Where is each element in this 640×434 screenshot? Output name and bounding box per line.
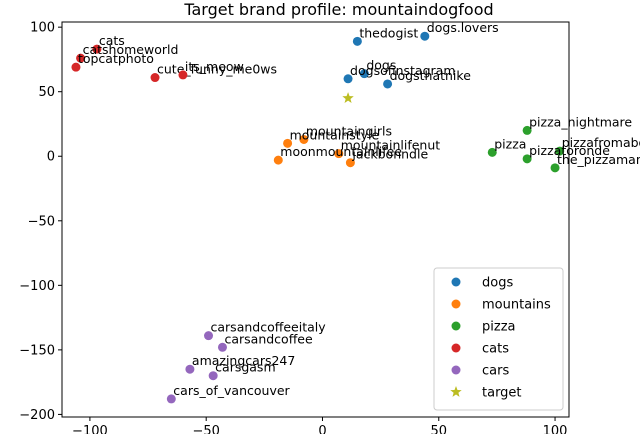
point-label: pizza_nightmare xyxy=(529,114,632,129)
dogs-point xyxy=(343,74,353,84)
point-label: topcatphoto xyxy=(78,51,154,66)
x-tick-label: 0 xyxy=(318,424,326,434)
point-label: dogs xyxy=(366,58,396,73)
x-tick-label: 100 xyxy=(543,424,568,434)
legend-label: cats xyxy=(482,342,509,357)
chart-title: Target brand profile: mountaindogfood xyxy=(183,0,493,19)
mountains-point xyxy=(334,149,344,159)
legend-label: mountains xyxy=(482,298,551,313)
cats-point xyxy=(150,73,160,83)
point-label: mountainstyle xyxy=(290,127,380,142)
y-tick-label: 0 xyxy=(47,150,55,165)
point-label: pizzatoronde xyxy=(529,143,610,158)
target-point xyxy=(342,92,354,104)
axes-frame xyxy=(61,21,570,418)
point-label: dogs.lovers xyxy=(427,20,499,35)
point-label: carsandcoffeeitaly xyxy=(211,320,327,335)
legend-label: dogs xyxy=(482,276,513,291)
legend: dogs mountains pizza cats cars target xyxy=(433,267,564,411)
x-tick-label: 50 xyxy=(430,424,447,434)
y-tick-label: −200 xyxy=(19,408,55,423)
point-label: catshomeworld xyxy=(83,42,179,57)
point-label: mountainlifenut xyxy=(341,138,441,153)
point-label: pizza xyxy=(494,136,526,151)
legend-marker xyxy=(451,299,461,309)
pizza-point xyxy=(522,154,532,164)
point-label: its_meow xyxy=(185,59,244,74)
x-tick-label: −100 xyxy=(72,424,108,434)
legend-marker xyxy=(451,343,461,353)
point-label: cute_funny_me0ws xyxy=(157,62,277,77)
dogs-point xyxy=(359,69,369,79)
point-label: dogsthatnike xyxy=(390,68,472,83)
point-label: cats xyxy=(99,33,125,48)
point-label: moonmountainlifee xyxy=(280,144,402,159)
point-label: mountaingirls xyxy=(306,123,392,138)
dogs-point xyxy=(383,79,393,89)
legend-marker xyxy=(450,386,462,397)
point-label: cars_of_vancouver xyxy=(173,383,290,398)
y-tick-label: −50 xyxy=(28,214,55,229)
mountains-point xyxy=(345,158,355,168)
point-label: jackbonndle xyxy=(351,147,428,162)
cars-point xyxy=(204,331,214,341)
cars-point xyxy=(185,364,195,374)
legend-marker xyxy=(451,365,461,375)
dogs-point xyxy=(420,31,430,41)
point-label: carsgasm xyxy=(215,360,275,375)
legend-box xyxy=(433,267,564,411)
cats-point xyxy=(76,53,86,63)
cats-point xyxy=(92,44,102,54)
cars-point xyxy=(166,394,176,404)
cars-point xyxy=(208,371,218,381)
legend-marker xyxy=(451,277,461,287)
point-label: dogsofinstagram xyxy=(350,63,455,78)
plot-area: thedogist dogs.loversdogsdogsofinstagramd… xyxy=(71,20,640,404)
point-label: amazingcars247 xyxy=(192,353,295,368)
legend-label: target xyxy=(482,386,522,401)
cats-point xyxy=(178,70,188,80)
pizza-point xyxy=(522,125,532,135)
point-label: pizzafromabove xyxy=(562,135,640,150)
x-tick-label: −50 xyxy=(192,424,219,434)
legend-label: pizza xyxy=(482,320,515,335)
dogs-point xyxy=(352,36,362,46)
legend-label: cars xyxy=(482,364,509,379)
mountains-point xyxy=(299,134,309,144)
legend-marker xyxy=(451,321,461,331)
y-tick-label: 50 xyxy=(38,85,55,100)
y-tick-label: 100 xyxy=(30,21,55,36)
mountains-point xyxy=(273,155,283,165)
y-tick-label: −100 xyxy=(19,279,55,294)
point-label: the_pizzaman xyxy=(557,152,640,167)
point-label: carsandcoffee xyxy=(224,331,313,346)
point-label: thedogist xyxy=(359,25,418,40)
cars-point xyxy=(217,342,227,352)
pizza-point xyxy=(487,147,497,157)
pizza-point xyxy=(555,146,565,156)
pizza-point xyxy=(550,163,560,173)
y-tick-label: −150 xyxy=(19,343,55,358)
mountains-point xyxy=(283,138,293,148)
axes: −100 −50 0 50 100 100 50 0 −50 −100 −150 −200 xyxy=(19,21,567,434)
cats-point xyxy=(71,62,81,72)
